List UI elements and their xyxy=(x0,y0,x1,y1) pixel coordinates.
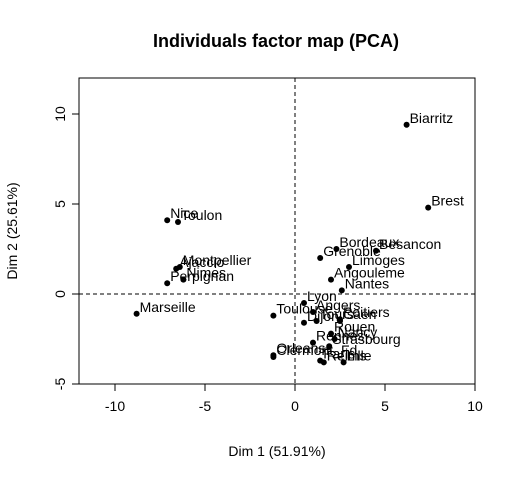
x-axis: -10 -5 0 5 10 xyxy=(105,384,483,414)
point-label: Lyon xyxy=(307,288,337,304)
point-label: Caen xyxy=(343,306,376,322)
data-point xyxy=(180,276,187,283)
data-point xyxy=(301,300,307,306)
data-point xyxy=(310,309,316,315)
data-point xyxy=(313,318,320,324)
data-point xyxy=(346,264,352,270)
data-point xyxy=(164,217,171,224)
point-label: Toulon xyxy=(181,207,222,223)
point-label: Rouen xyxy=(334,319,375,335)
y-tick-label: -5 xyxy=(52,378,68,391)
point-label: Marseille xyxy=(140,299,196,315)
data-point xyxy=(320,359,327,366)
data-point xyxy=(310,339,316,346)
point-label: Strasbourg xyxy=(332,331,400,347)
data-point xyxy=(425,204,432,211)
point-label: Lille xyxy=(347,347,372,363)
y-tick-label: 10 xyxy=(52,106,68,122)
x-tick-label: 5 xyxy=(381,398,389,414)
point-label: Perpignan xyxy=(170,268,234,284)
data-point xyxy=(328,330,334,337)
data-point xyxy=(326,343,333,350)
point-label: Nimes xyxy=(186,265,226,281)
point-label: Ajaccio xyxy=(179,254,224,270)
x-tick-label: -10 xyxy=(105,398,125,414)
point-label: Rennes xyxy=(316,328,364,344)
point-label: Nancy xyxy=(338,324,378,340)
point-label: Limoges xyxy=(352,252,405,268)
point-label: Tours xyxy=(320,306,354,322)
data-point xyxy=(328,276,334,283)
point-label: Nice xyxy=(170,205,198,221)
point-label: Angers xyxy=(316,297,360,313)
point-label: Brest xyxy=(431,193,464,209)
y-axis-label: Dim 2 (25.61%) xyxy=(4,182,20,279)
point-label: Montpellier xyxy=(183,252,252,268)
data-point xyxy=(331,336,338,342)
data-point xyxy=(317,255,324,261)
point-label: Reims xyxy=(327,347,367,363)
x-tick-label: 10 xyxy=(467,398,483,414)
data-point xyxy=(373,247,379,254)
point-label: Clermont_Fd xyxy=(276,342,357,358)
point-label: Grenoble xyxy=(323,243,381,259)
data-point xyxy=(403,121,410,128)
point-label: Biarritz xyxy=(410,110,454,126)
y-axis: -5 0 5 10 xyxy=(52,106,79,390)
chart-title: Individuals factor map (PCA) xyxy=(153,31,399,51)
point-label: Poitiers xyxy=(343,304,390,320)
data-point xyxy=(333,246,340,252)
data-point xyxy=(338,287,345,294)
data-point xyxy=(270,312,277,319)
data-point xyxy=(340,359,347,366)
point-label: Besancon xyxy=(379,236,441,252)
x-tick-label: -5 xyxy=(199,398,212,414)
data-point xyxy=(164,280,171,287)
data-point xyxy=(337,318,343,324)
x-tick-label: 0 xyxy=(291,398,299,414)
plot-frame xyxy=(78,77,476,385)
point-label: Orleans xyxy=(276,340,325,356)
data-point xyxy=(270,354,277,360)
point-label: Angouleme xyxy=(334,265,405,281)
point-label: Toulouse xyxy=(276,301,332,317)
data-point xyxy=(301,319,307,326)
point-label: Paris xyxy=(323,346,355,362)
y-tick-label: 5 xyxy=(52,200,68,208)
y-tick-label: 0 xyxy=(52,290,68,298)
data-point xyxy=(175,219,181,225)
data-point xyxy=(133,310,140,317)
point-label: Bordeaux xyxy=(339,234,399,250)
point-label: Nantes xyxy=(345,275,389,291)
x-axis-label: Dim 1 (51.91%) xyxy=(228,443,325,459)
reference-lines xyxy=(79,78,475,384)
data-point xyxy=(173,265,180,272)
